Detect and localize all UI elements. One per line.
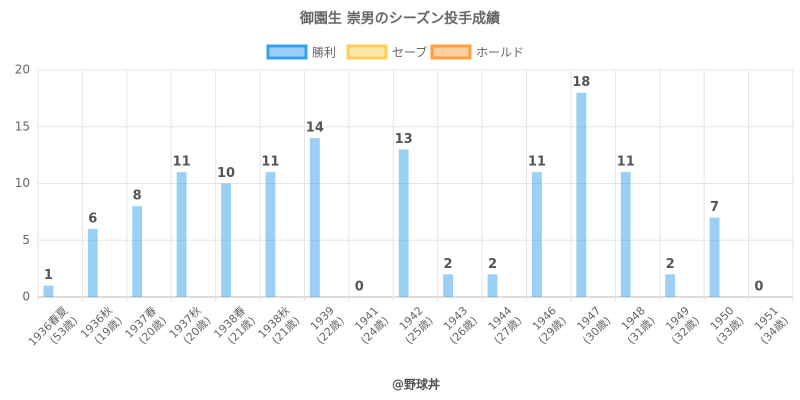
y-tick-label: 0 (22, 290, 30, 304)
x-tick-label: 1942(25歳) (397, 304, 436, 347)
data-label: 11 (261, 155, 279, 170)
legend-label: 勝利 (312, 45, 336, 60)
data-label: 1 (44, 268, 53, 283)
x-tick-label: 1936春夏(53歳) (26, 304, 80, 349)
data-label: 0 (355, 280, 364, 295)
x-tick-label: 1936秋(19歳) (77, 303, 124, 347)
bar (531, 172, 542, 297)
bar (87, 228, 98, 297)
data-label: 13 (395, 132, 413, 147)
bar (576, 92, 587, 297)
bar (620, 172, 631, 297)
data-label: 6 (88, 211, 97, 226)
y-tick-label: 10 (15, 176, 30, 190)
x-tick-label: 1946(29歳) (530, 304, 569, 347)
data-label: 2 (444, 257, 453, 272)
legend-swatch (430, 44, 472, 60)
x-tick-label: 1950(33歳) (708, 304, 747, 347)
legend-label: セーブ (392, 45, 427, 60)
data-label: 11 (173, 155, 191, 170)
x-tick-label: 1947(30歳) (574, 304, 613, 347)
bar (398, 149, 409, 297)
legend-swatch (346, 44, 388, 60)
bar (665, 274, 676, 297)
x-tick-label: 1937春(20歳) (123, 304, 170, 347)
bar (132, 206, 143, 297)
footer: @野球丼 (392, 377, 440, 392)
legend-label: ホールド (476, 46, 524, 60)
data-label: 2 (488, 257, 497, 272)
x-tick-label: 1941(24歳) (352, 304, 391, 347)
bar (176, 172, 187, 297)
data-label: 0 (754, 280, 763, 295)
bar (709, 217, 720, 297)
bar (43, 285, 54, 297)
bar (443, 274, 453, 297)
bar (265, 172, 276, 297)
data-label: 11 (528, 155, 546, 170)
x-tick-label: 1939(22歳) (308, 304, 347, 347)
data-label: 8 (133, 189, 142, 204)
data-label: 2 (666, 257, 675, 272)
data-label: 7 (710, 200, 719, 215)
y-tick-label: 5 (22, 233, 30, 247)
x-tick-label: 1943(26歳) (441, 304, 480, 347)
x-tick-label: 1951(34歳) (752, 304, 791, 347)
data-label: 18 (572, 75, 590, 90)
x-tick-label: 1938春(21歳) (211, 304, 258, 347)
x-tick-label: 1937秋(20歳) (166, 303, 213, 347)
bar (309, 138, 320, 297)
bar (487, 274, 498, 297)
y-tick-label: 15 (15, 119, 30, 133)
x-tick-label: 1948(31歳) (619, 304, 658, 347)
legend-swatch (266, 44, 308, 60)
data-label: 10 (217, 166, 235, 181)
x-tick-label: 1938秋(21歳) (255, 303, 302, 347)
bar (221, 183, 231, 297)
chart-title: 御園生 崇男のシーズン投手成績 (299, 10, 500, 27)
x-tick-label: 1944(27歳) (486, 304, 525, 347)
y-tick-label: 20 (15, 63, 30, 77)
data-label: 11 (617, 155, 635, 170)
x-tick-label: 1949(32歳) (663, 304, 702, 347)
data-label: 14 (306, 121, 324, 136)
